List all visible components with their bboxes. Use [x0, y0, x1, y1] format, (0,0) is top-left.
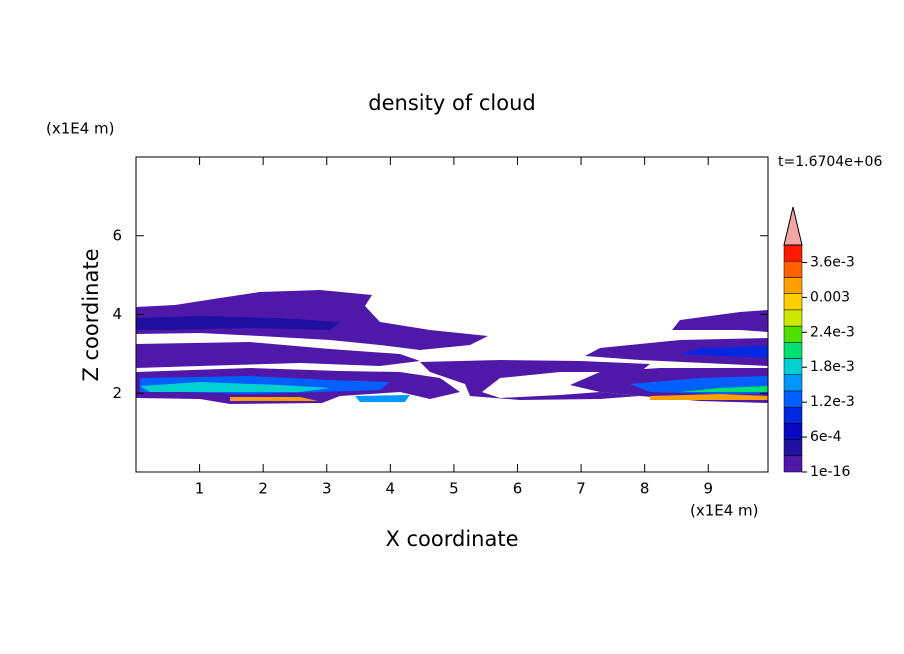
cloud-contour — [355, 395, 410, 402]
colorbar-box — [783, 390, 803, 408]
y-tick-label: 4 — [112, 305, 122, 323]
x-tick-label: 3 — [322, 480, 332, 498]
cloud-contour — [680, 386, 768, 392]
y-tick-label: 2 — [112, 384, 122, 402]
x-tick-label: 2 — [258, 480, 268, 498]
y-tick-label: 6 — [112, 226, 122, 244]
x-tick-label: 4 — [386, 480, 396, 498]
colorbar-box — [783, 277, 803, 294]
colorbar-box — [783, 342, 803, 359]
cloud-contour — [136, 342, 420, 368]
colorbar-tick-label: 1e-16 — [810, 464, 850, 480]
x-tick-label: 7 — [576, 480, 586, 498]
colorbar-box — [783, 439, 803, 457]
colorbar-box — [783, 260, 803, 278]
cloud-field — [136, 290, 768, 404]
colorbar-box — [783, 358, 803, 375]
colorbar-box — [783, 423, 803, 440]
colorbar-tick-label: 6e-4 — [810, 429, 842, 445]
colorbar-box — [783, 244, 803, 262]
x-unit: (x1E4 m) — [690, 502, 759, 520]
cloud-contour — [136, 316, 340, 330]
y-unit: (x1E4 m) — [46, 120, 115, 138]
x-tick-label: 6 — [513, 480, 523, 498]
colorbar-extend — [783, 206, 803, 246]
colorbar-box — [783, 406, 803, 424]
x-axis-label: X coordinate — [385, 527, 518, 551]
colorbar-tick-label: 2.4e-3 — [810, 324, 855, 340]
cloud-contour — [140, 382, 330, 392]
colorbar-box — [783, 309, 803, 327]
cloud-contour — [136, 290, 488, 350]
cloud-contour — [672, 310, 768, 332]
colorbar-tick-label: 1.2e-3 — [810, 394, 855, 410]
x-tick-label: 5 — [449, 480, 459, 498]
colorbar-box — [783, 325, 803, 343]
colorbar-box — [783, 455, 803, 473]
y-axis-label: Z coordinate — [79, 248, 103, 381]
time-annotation: t=1.6704e+06 — [778, 154, 882, 170]
colorbar-tick-label: 3.6e-3 — [810, 254, 855, 270]
chart-title: density of cloud — [368, 91, 535, 115]
x-tick-label: 1 — [195, 480, 205, 498]
cloud-contour — [680, 346, 768, 358]
x-tick-label: 9 — [703, 480, 713, 498]
cloud-contour — [585, 338, 768, 366]
x-tick-label: 8 — [640, 480, 650, 498]
colorbar-tick-label: 0.003 — [810, 289, 850, 305]
colorbar-box — [783, 293, 803, 311]
cloud-contour — [420, 360, 650, 400]
cloud-contour — [230, 397, 318, 401]
colorbar-box — [783, 374, 803, 392]
colorbar-tick-label: 1.8e-3 — [810, 359, 855, 375]
cloud-contour — [650, 394, 768, 400]
